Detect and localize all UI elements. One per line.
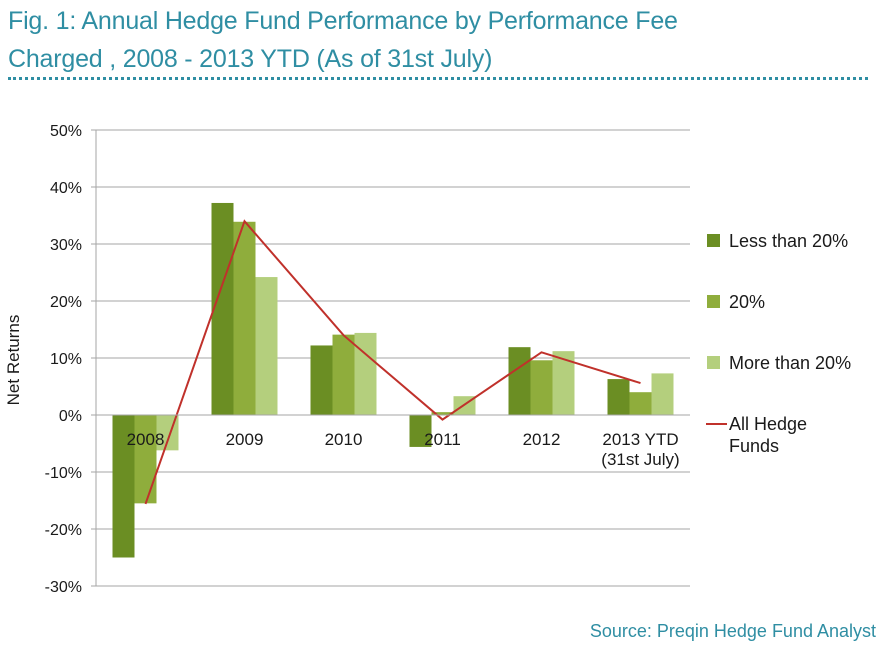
legend-label: All Hedge [729, 414, 807, 434]
figure-title-line-2: Charged , 2008 - 2013 YTD (As of 31st Ju… [8, 45, 493, 73]
y-tick-label: 30% [50, 237, 82, 254]
y-tick-label: 40% [50, 180, 82, 197]
bar [607, 379, 630, 415]
all-hedge-funds-series [144, 219, 641, 505]
y-tick-label: 0% [59, 408, 82, 425]
figure-title: Fig. 1: Annual Hedge Fund Performance by… [8, 2, 868, 78]
x-tick-label: 2012 [523, 430, 561, 449]
legend: Less than 20% 20% More than 20% All HedgeFu… [706, 231, 851, 456]
bar [233, 221, 256, 415]
bar [629, 392, 652, 415]
x-tick-label: 2011 [424, 430, 461, 449]
bar [332, 334, 355, 415]
y-axis-title: Net Returns [4, 315, 23, 406]
y-tick-label: 10% [50, 351, 82, 368]
bar [409, 415, 432, 447]
bar [211, 202, 234, 415]
legend-swatch [707, 234, 720, 247]
legend-label: More than 20% [729, 353, 851, 373]
gridlines [96, 129, 690, 587]
bars [112, 202, 674, 558]
x-tick-label: 2008 [127, 430, 165, 449]
y-tick-label: -20% [45, 522, 82, 539]
legend-label: Less than 20% [729, 231, 848, 251]
bar [431, 412, 454, 415]
y-tick-label: -30% [45, 579, 82, 596]
bar [508, 347, 531, 415]
figure-title-line-1: Fig. 1: Annual Hedge Fund Performance by… [8, 7, 678, 35]
x-tick-label: 2009 [226, 430, 264, 449]
legend-label: Funds [729, 436, 779, 456]
bar [651, 373, 674, 415]
bar [112, 415, 135, 558]
bar [255, 277, 278, 415]
legend-swatch [707, 356, 720, 369]
y-tick-label: -10% [45, 465, 82, 482]
title-dotted-rule [8, 77, 868, 80]
legend-label: 20% [729, 292, 765, 312]
y-tick-label: 20% [50, 294, 82, 311]
x-tick-label: (31st July) [601, 450, 679, 469]
x-tick-label: 2013 YTD [602, 430, 678, 449]
bar [310, 345, 333, 415]
axes: 50% 40% 30% 20% 10% 0% -10% -20% -30% Net Returns… [4, 123, 690, 596]
x-tick-label: 2010 [325, 430, 363, 449]
source-note: Source: Preqin Hedge Fund Analyst [589, 621, 876, 641]
bar [530, 360, 553, 415]
y-tick-label: 50% [50, 123, 82, 140]
bar [552, 351, 575, 415]
legend-swatch [707, 295, 720, 308]
all-hedge-funds-line [144, 219, 641, 505]
bar [134, 415, 157, 504]
bar [354, 332, 377, 415]
